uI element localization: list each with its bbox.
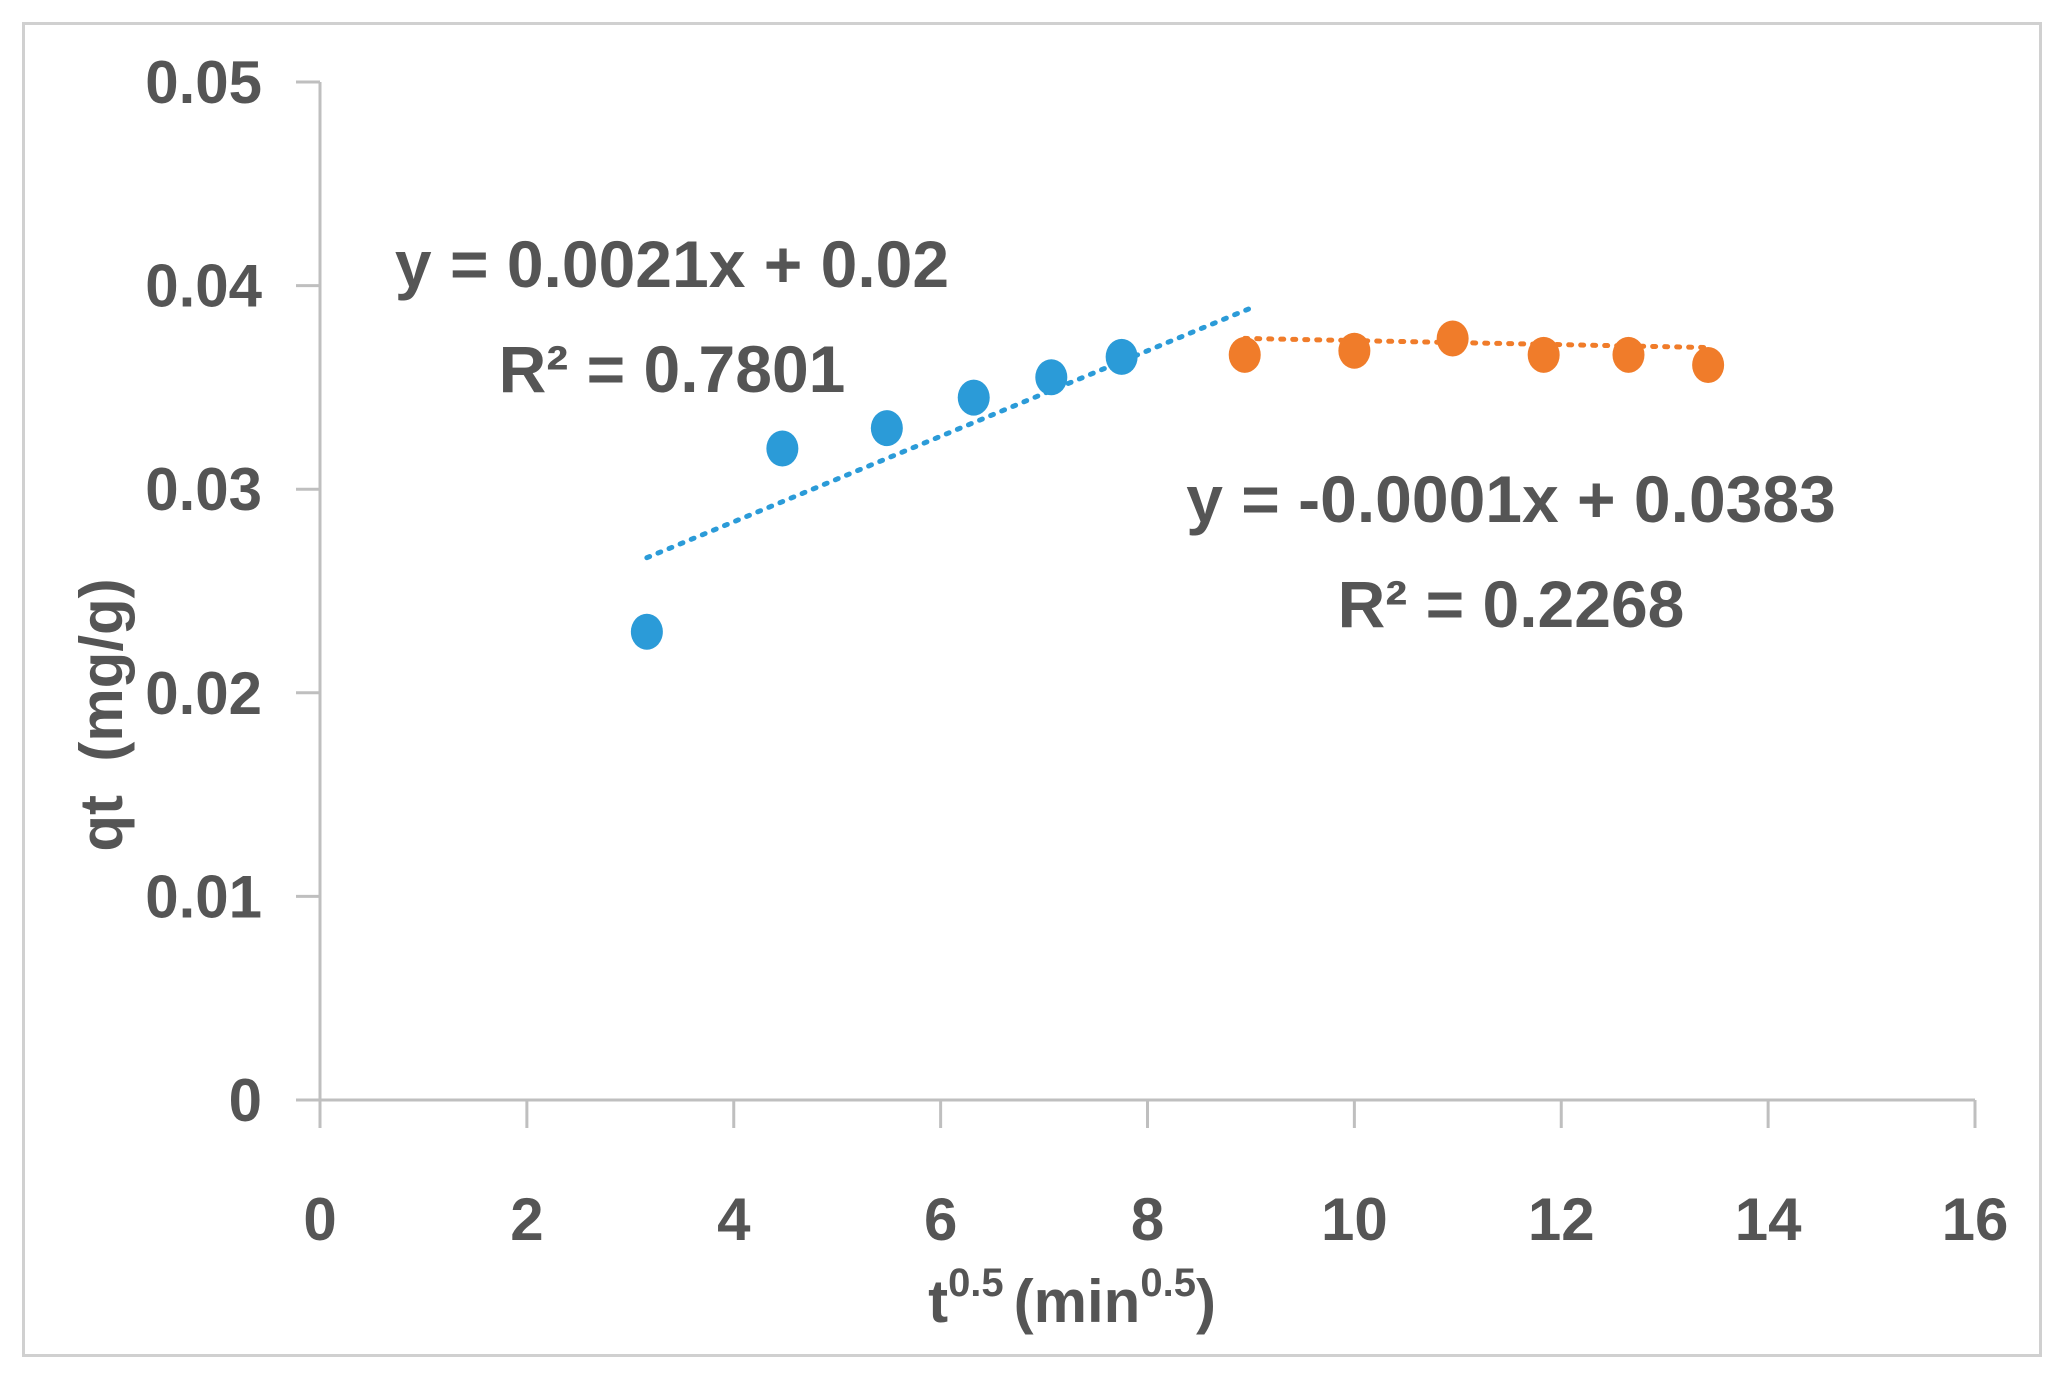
- x-tick-label: 12: [1528, 1186, 1595, 1253]
- series-2-point: [1692, 347, 1725, 384]
- y-tick-label: 0: [229, 1067, 262, 1134]
- series-2-point: [1338, 332, 1371, 369]
- chart-frame: [22, 22, 2042, 1357]
- series-2-point: [1436, 320, 1469, 357]
- x-tick-label: 16: [1942, 1186, 2009, 1253]
- y-axis-title: qt (mg/g): [68, 578, 135, 851]
- y-ticks: 0 0.01 0.02 0.03 0.04 0.05: [145, 49, 320, 1134]
- series-1-point: [870, 410, 903, 447]
- x-tick-label: 4: [717, 1186, 751, 1253]
- y-tick-label: 0.01: [145, 863, 262, 930]
- series-1-point: [1035, 359, 1068, 396]
- x-tick-label: 10: [1321, 1186, 1388, 1253]
- series-1-point: [957, 379, 990, 416]
- series-1-trendline: [644, 305, 1254, 561]
- series-2-point: [1527, 336, 1560, 373]
- x-tick-label: 0: [303, 1186, 336, 1253]
- y-tick-label: 0.04: [145, 253, 262, 320]
- series-1-r2: R² = 0.7801: [499, 332, 846, 406]
- series-1-point: [1105, 338, 1138, 375]
- x-axis-title: t0.5 (min0.5): [928, 1261, 1216, 1335]
- y-tick-label: 0.02: [145, 660, 262, 727]
- data-points: [630, 320, 1725, 650]
- x-tick-label: 6: [924, 1186, 957, 1253]
- series-2-equation: y = -0.0001x + 0.0383: [1186, 462, 1836, 536]
- x-tick-label: 8: [1131, 1186, 1164, 1253]
- series-2-point: [1612, 336, 1645, 373]
- x-tick-label: 2: [510, 1186, 543, 1253]
- y-tick-label: 0.05: [145, 49, 262, 116]
- series-1-equation: y = 0.0021x + 0.02: [395, 227, 949, 301]
- series-2-point: [1228, 336, 1261, 373]
- series-1-point: [630, 613, 663, 650]
- series-2-r2: R² = 0.2268: [1338, 567, 1685, 641]
- y-tick-label: 0.03: [145, 456, 262, 523]
- x-ticks: 0 2 4 6 8 10 12 14 16: [303, 1100, 2008, 1253]
- x-tick-label: 14: [1735, 1186, 1802, 1253]
- series-1-point: [766, 430, 799, 467]
